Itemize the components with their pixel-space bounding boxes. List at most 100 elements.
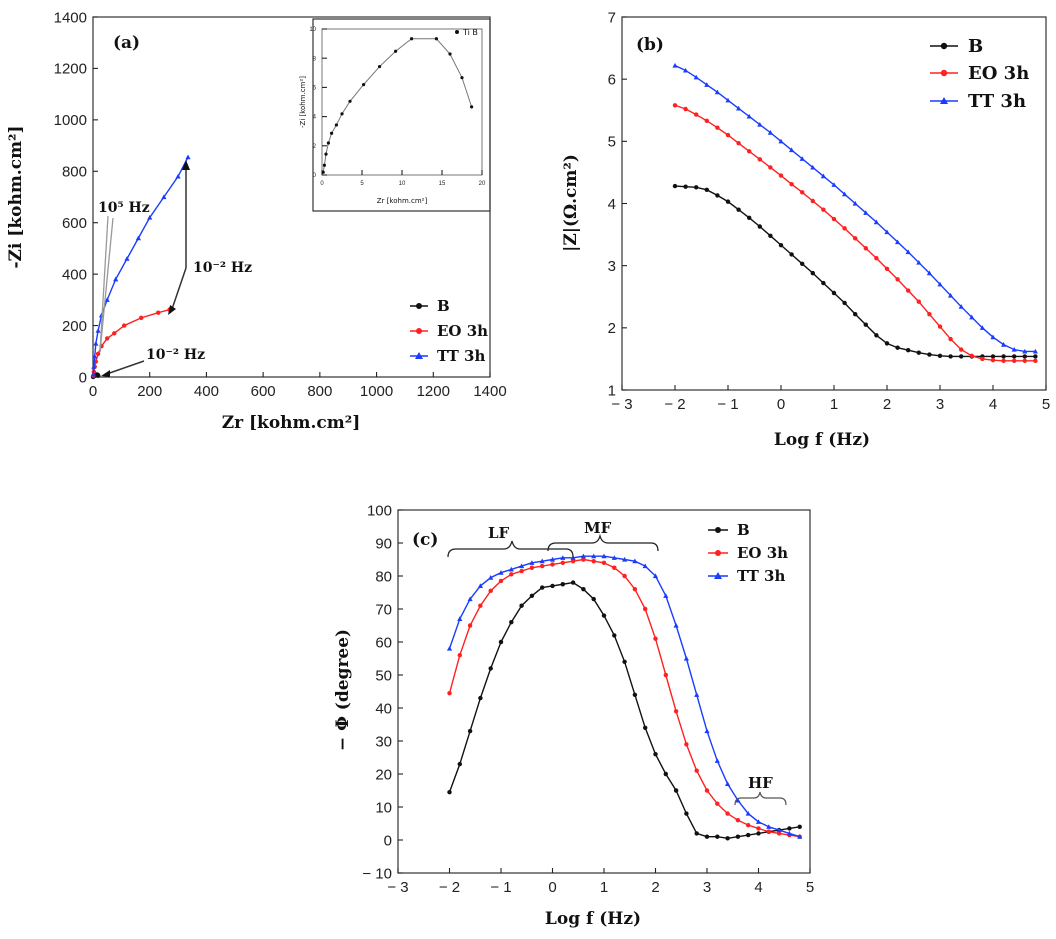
annotation-arrow-1e5-b (99, 215, 109, 353)
data-point (810, 164, 816, 170)
data-point (560, 582, 566, 587)
x-tick-label: 2 (651, 879, 659, 896)
data-point (831, 216, 837, 222)
y-tick-label: 0 (384, 832, 392, 849)
data-point (683, 655, 689, 661)
data-point (905, 249, 911, 255)
data-point (863, 210, 869, 215)
data-point (98, 312, 105, 318)
data-point (704, 834, 710, 839)
mf-bracket (547, 533, 659, 552)
x-tick-label: 5 (360, 181, 364, 187)
y-tick-label: 2 (313, 144, 317, 150)
data-point (642, 563, 648, 569)
data-point (725, 836, 730, 841)
y-tick-label: 30 (375, 733, 392, 750)
arrowhead-down (168, 305, 176, 315)
y-tick-label: 2 (608, 320, 616, 337)
data-point (121, 323, 127, 328)
b-legend-tt-marker (940, 97, 948, 104)
data-point (745, 822, 751, 828)
data-point (694, 692, 700, 697)
data-point (714, 758, 720, 763)
data-point (874, 333, 879, 338)
x-tick-label: 400 (194, 383, 219, 400)
data-point (787, 826, 792, 831)
data-point (884, 341, 890, 346)
data-point (799, 261, 805, 267)
data-point (926, 270, 932, 276)
inset-data-point (348, 99, 352, 103)
b-legend-b-marker (940, 42, 948, 50)
data-point (789, 182, 794, 187)
data-point (1001, 358, 1006, 363)
data-point (488, 666, 493, 671)
annotation-1e-2-hz-upper: 10⁻² Hz (193, 260, 252, 276)
data-point (948, 292, 954, 298)
panel-c-label: (c) (412, 530, 438, 550)
data-point (799, 190, 805, 195)
data-point (684, 811, 689, 816)
data-point (550, 562, 555, 567)
data-point (601, 553, 607, 559)
data-point (478, 695, 483, 701)
data-point (745, 832, 751, 838)
y-tick-label: 4 (608, 196, 616, 213)
data-point (789, 147, 795, 153)
data-point (611, 555, 617, 560)
y-tick-label: 1400 (54, 9, 87, 26)
panel-a-y-axis-label: -Zi [kohm.cm²] (6, 125, 26, 268)
data-point (979, 325, 985, 330)
data-point (622, 573, 627, 579)
annotation-1e5-hz: 10⁵ Hz (98, 200, 150, 216)
data-point (715, 125, 720, 130)
data-point (958, 304, 964, 309)
data-point (916, 350, 922, 355)
data-point (508, 566, 514, 572)
y-tick-label: 600 (62, 215, 87, 232)
data-point (663, 593, 669, 598)
inset-data-point (448, 52, 452, 56)
lf-bracket (447, 540, 574, 558)
data-point (852, 236, 858, 241)
data-point (1022, 348, 1028, 354)
data-point (766, 829, 772, 834)
data-point (673, 622, 679, 628)
data-point (969, 314, 975, 320)
panel-c-y-ticks: − 10 0 10 20 30 40 50 60 70 80 90 100 (362, 502, 403, 882)
data-point (927, 352, 932, 357)
x-tick-label: 0 (548, 879, 556, 896)
data-point (693, 112, 699, 117)
x-tick-label: 1 (600, 879, 608, 896)
y-tick-label: 0 (79, 369, 87, 386)
data-point (863, 246, 869, 251)
data-point (672, 183, 678, 189)
data-point (642, 606, 648, 612)
y-tick-label: 6 (313, 86, 317, 92)
y-tick-label: 8 (313, 56, 317, 62)
data-point (684, 742, 689, 747)
inset-series (321, 37, 474, 174)
series-line-b (674, 185, 1036, 358)
panel-b-x-axis-label: Log f (Hz) (774, 430, 870, 450)
panel-a-series (90, 154, 191, 380)
x-tick-label: 5 (1042, 396, 1050, 413)
c-legend-b-marker (715, 527, 721, 533)
data-point (539, 585, 545, 590)
data-point (842, 300, 847, 306)
data-point (539, 563, 545, 569)
data-point (457, 652, 463, 658)
data-point (529, 565, 535, 570)
data-point (757, 157, 763, 162)
data-point (990, 334, 996, 340)
x-tick-label: − 2 (664, 396, 685, 413)
panel-b-series (672, 62, 1038, 363)
y-tick-label: 400 (62, 266, 87, 283)
data-point (895, 277, 900, 282)
data-point (601, 613, 607, 618)
data-point (652, 573, 659, 579)
data-point (147, 214, 153, 220)
mf-bracket-label: MF (584, 519, 612, 537)
data-point (757, 224, 763, 229)
